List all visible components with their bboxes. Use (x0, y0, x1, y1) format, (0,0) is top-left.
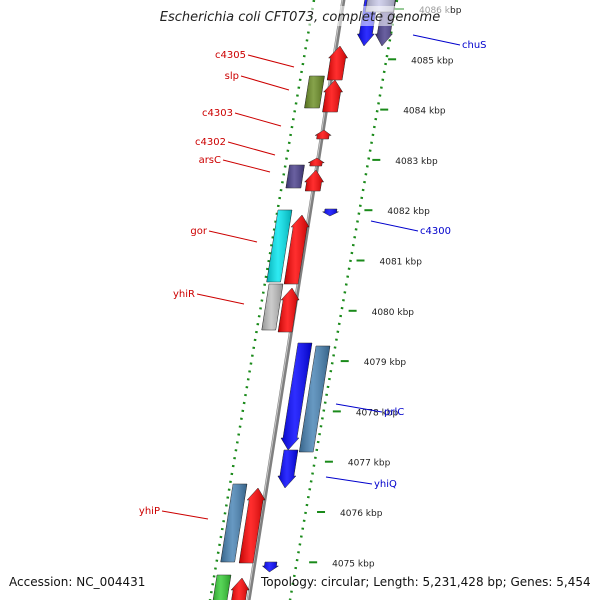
gene-leader-line (412, 34, 461, 46)
gene-arrow-shading (261, 284, 283, 330)
accession-text: Accession: NC_004431 (9, 575, 145, 589)
gene-label: yhiR (173, 289, 195, 300)
gene-label: c4300 (420, 226, 451, 237)
gene-labels: c4305 slp c4303 c4302 arsC gor yhiR yhiP chuS c43… (139, 34, 487, 520)
gene-label: arsC (199, 155, 221, 166)
gene-leader-line (227, 141, 276, 156)
gene-leader-line (240, 75, 290, 91)
gene-arrow-shading (304, 170, 324, 191)
ruler-tick-label: 4083 kbp (395, 157, 438, 167)
gene-leader-line (161, 510, 209, 520)
gene-label: yhiQ (374, 479, 397, 490)
ruler-dotted-line (288, 0, 399, 600)
ruler-dotted-line (208, 0, 316, 600)
gene-label: chuS (462, 40, 487, 51)
ruler-dotted-lines (208, 0, 399, 600)
ruler-tick-label: 4081 kbp (380, 258, 423, 268)
gene-arrow-shading (280, 343, 312, 450)
ruler-tick-label: 4085 kbp (411, 56, 454, 66)
map-title: Escherichia coli CFT073, complete genome (160, 10, 440, 25)
gene-leader-line (247, 54, 295, 68)
gene-arrow-shading (262, 562, 279, 572)
gene-arrow-shading (315, 130, 332, 139)
topology-text: Topology: circular; Length: 5,231,428 bp… (260, 575, 591, 589)
gene-arrow-shading (213, 575, 231, 600)
ruler-tick-label: 4078 kbp (356, 408, 399, 418)
gene-arrow-shading (322, 80, 343, 112)
ruler-tick-label: 4079 kbp (364, 358, 407, 368)
gene-arrow-shading (308, 158, 325, 166)
ruler-tick-label: 4080 kbp (372, 308, 415, 318)
gene-arrow-shading (285, 165, 305, 188)
gene-leader-line (208, 230, 258, 243)
gene-arrow-shading (299, 346, 330, 452)
gene-label: slp (225, 71, 239, 82)
ruler-tick-label: 4077 kbp (348, 459, 391, 469)
gene-leader-line (335, 403, 383, 413)
gene-arrow-shading (278, 288, 300, 332)
gene-label: yhiP (139, 506, 160, 517)
gene-label: c4305 (215, 50, 246, 61)
gene-leader-line (196, 293, 245, 305)
title-backing (148, 6, 450, 26)
gene-leader-line (222, 159, 271, 173)
gene-leader-line (234, 112, 282, 127)
gene-arrow-shading (304, 76, 325, 108)
gene-arrow-shading (220, 484, 247, 562)
ruler-tick-label: 4076 kbp (340, 509, 383, 519)
gene-leader-line (325, 476, 373, 485)
gene-label: c4303 (202, 108, 233, 119)
gene-leader-line (370, 220, 419, 232)
gene-arrow-shading (266, 210, 292, 282)
gene-arrow-shading (284, 215, 310, 284)
gene-arrow-shading (277, 450, 298, 488)
gene-label: c4302 (195, 137, 226, 148)
gene-label: gor (190, 226, 207, 237)
gene-arrow-shading (327, 46, 348, 80)
gene-arrow-shading (239, 488, 266, 563)
ruler-tick-label: 4084 kbp (403, 107, 446, 117)
gene-arrow-shading (322, 209, 339, 216)
ruler-tick-label: 4075 kbp (332, 559, 375, 569)
gene-label: prlC (384, 407, 404, 418)
ruler-tick-label: 4082 kbp (387, 207, 430, 217)
gene-arrow-shading (231, 578, 250, 600)
